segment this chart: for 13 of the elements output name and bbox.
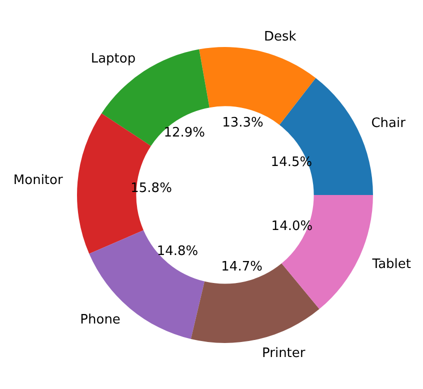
data-label: 14.7% bbox=[221, 260, 262, 275]
slice-label: Phone bbox=[80, 312, 120, 328]
data-label: 14.8% bbox=[156, 244, 198, 260]
slice-label: Tablet bbox=[371, 256, 412, 272]
slice-label: Monitor bbox=[13, 173, 64, 188]
data-label: 12.9% bbox=[164, 126, 206, 141]
slice-label: Chair bbox=[371, 116, 406, 131]
donut-slice bbox=[199, 47, 316, 125]
data-label: 13.3% bbox=[222, 116, 264, 131]
data-label: 14.0% bbox=[271, 219, 313, 234]
slice-label: Desk bbox=[264, 29, 297, 44]
slice-label: Laptop bbox=[90, 51, 136, 66]
slice-label: Printer bbox=[262, 346, 306, 362]
